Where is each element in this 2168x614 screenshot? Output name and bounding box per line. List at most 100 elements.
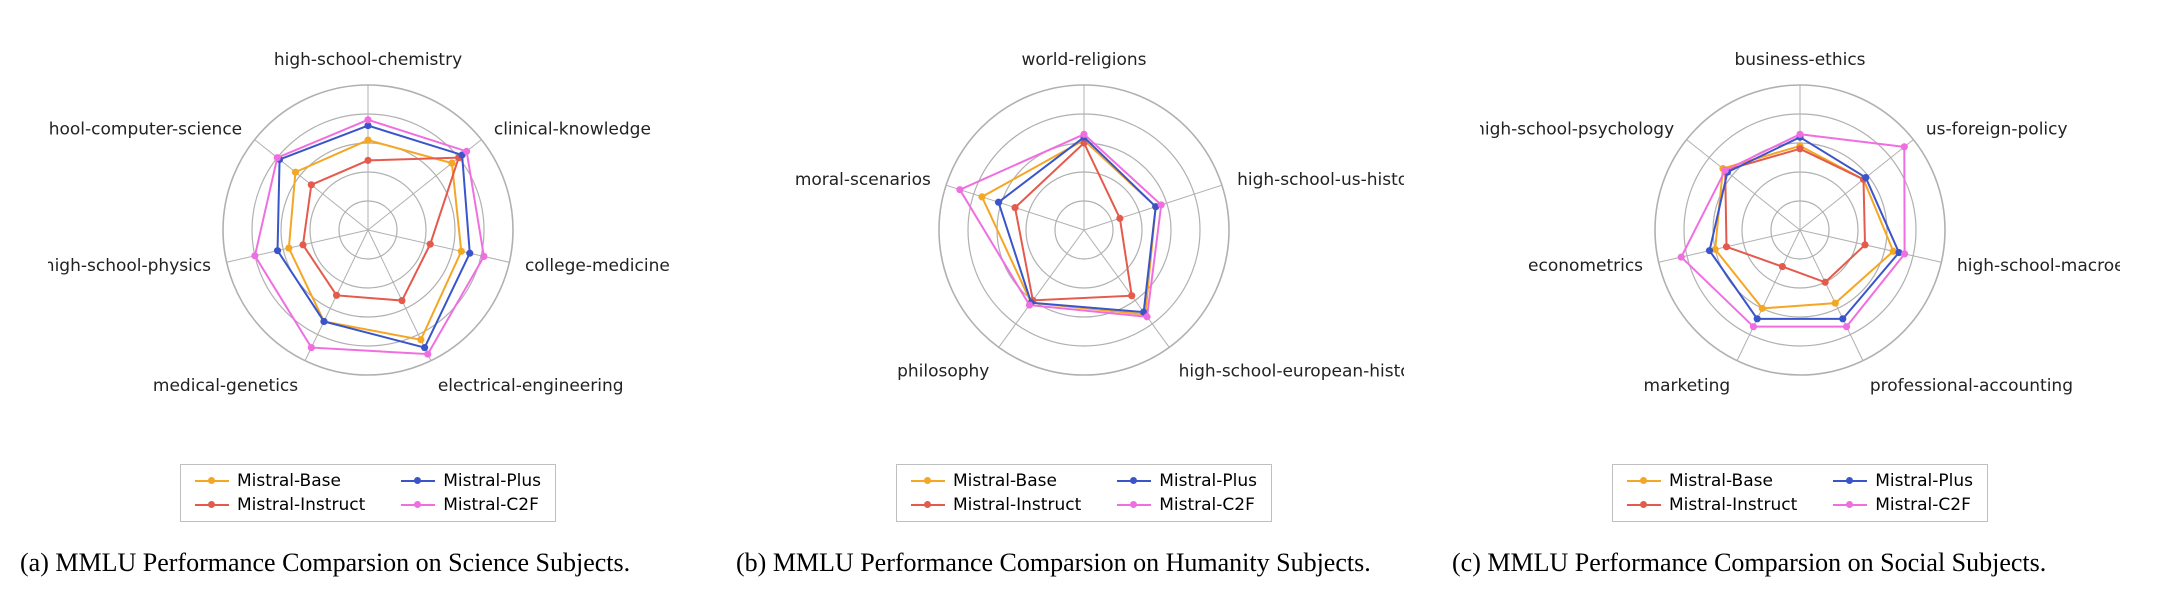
legend-label: Mistral-C2F [1875, 495, 1971, 515]
series-marker-instruct [299, 241, 306, 248]
legend-item-base: Mistral-Base [195, 471, 365, 491]
legend-swatch [401, 474, 435, 488]
caption: (c) MMLU Performance Comparsion on Socia… [1452, 546, 2148, 580]
axis-label: high-school-european-history [1179, 361, 1404, 381]
axis-label: world-religions [1021, 50, 1146, 70]
legend-swatch [195, 474, 229, 488]
series-marker-c2f [1750, 323, 1757, 330]
series-marker-plus [466, 250, 473, 257]
grid-spoke [227, 230, 368, 262]
legend-swatch [1627, 474, 1661, 488]
axis-label: high-school-chemistry [274, 50, 462, 70]
series-marker-plus [1754, 315, 1761, 322]
series-marker-instruct [1796, 145, 1803, 152]
legend-swatch [1117, 498, 1151, 512]
axis-label: business-ethics [1734, 50, 1865, 70]
axis-label: high-school-us-history [1237, 170, 1404, 190]
radar-science: high-school-chemistryclinical-knowledgec… [48, 20, 688, 460]
legend: Mistral-BaseMistral-PlusMistral-Instruct… [1612, 464, 1988, 522]
series-marker-c2f [463, 148, 470, 155]
radar-wrap: world-religions high-school-us-history hig… [736, 20, 1432, 460]
axis-label: high-school-computer-science [48, 120, 242, 140]
axis-label: marketing [1644, 376, 1731, 396]
series-marker-base [448, 160, 455, 167]
series-marker-instruct [398, 297, 405, 304]
figure-row: high-school-chemistryclinical-knowledgec… [20, 20, 2148, 580]
series-marker-base [417, 336, 424, 343]
series-marker-c2f [1901, 143, 1908, 150]
series-marker-c2f [1143, 313, 1150, 320]
series-marker-base [978, 193, 985, 200]
series-marker-c2f [274, 154, 281, 161]
axis-label: professional-accounting [1870, 376, 2073, 396]
axis-label: clinical-knowledge [494, 120, 651, 140]
legend-label: Mistral-Base [953, 471, 1057, 491]
legend-label: Mistral-Instruct [1669, 495, 1797, 515]
series-marker-instruct [1116, 215, 1123, 222]
panel-humanity: world-religions high-school-us-history hig… [736, 20, 1432, 580]
series-marker-c2f [1158, 201, 1165, 208]
axis-label: high-school-psychology [1480, 120, 1674, 140]
legend-label: Mistral-Base [237, 471, 341, 491]
series-marker-instruct [1011, 204, 1018, 211]
series-marker-c2f [1901, 250, 1908, 257]
series-marker-base [1759, 305, 1766, 312]
legend-label: Mistral-Instruct [237, 495, 365, 515]
grid-spoke [368, 230, 509, 262]
legend-item-instruct: Mistral-Instruct [911, 495, 1081, 515]
legend-item-plus: Mistral-Plus [401, 471, 541, 491]
radar-humanity: world-religions high-school-us-history hig… [764, 20, 1404, 460]
series-marker-plus [1839, 315, 1846, 322]
series-marker-instruct [1779, 263, 1786, 270]
axis-label: moral-scenarios [795, 170, 931, 190]
series-marker-instruct [1128, 292, 1135, 299]
series-marker-plus [1862, 174, 1869, 181]
panel-science: high-school-chemistryclinical-knowledgec… [20, 20, 716, 580]
axis-label: philosophy [897, 361, 989, 381]
series-marker-instruct [308, 181, 315, 188]
caption: (a) MMLU Performance Comparsion on Scien… [20, 546, 716, 580]
legend-label: Mistral-C2F [1159, 495, 1255, 515]
legend-item-base: Mistral-Base [911, 471, 1081, 491]
series-marker-base [364, 137, 371, 144]
series-marker-base [292, 169, 299, 176]
caption: (b) MMLU Performance Comparsion on Human… [736, 546, 1432, 580]
legend-item-plus: Mistral-Plus [1117, 471, 1257, 491]
legend-swatch [195, 498, 229, 512]
series-marker-plus [421, 344, 428, 351]
series-marker-instruct [1723, 243, 1730, 250]
legend-label: Mistral-Plus [1159, 471, 1257, 491]
series-marker-c2f [251, 252, 258, 259]
radar-wrap: high-school-chemistryclinical-knowledgec… [20, 20, 716, 460]
legend-item-base: Mistral-Base [1627, 471, 1797, 491]
legend-swatch [401, 498, 435, 512]
legend-swatch [911, 474, 945, 488]
series-marker-c2f [956, 186, 963, 193]
legend-label: Mistral-C2F [443, 495, 539, 515]
legend-label: Mistral-Base [1669, 471, 1773, 491]
series-marker-c2f [1080, 131, 1087, 138]
series-marker-plus [320, 318, 327, 325]
series-marker-base [458, 248, 465, 255]
series-marker-plus [1706, 247, 1713, 254]
series-marker-base [1832, 300, 1839, 307]
series-marker-plus [274, 247, 281, 254]
radar-social: business-ethicsus-foreign-policyhigh-sch… [1480, 20, 2120, 460]
legend-item-instruct: Mistral-Instruct [1627, 495, 1797, 515]
series-line-base [289, 140, 461, 340]
series-marker-c2f [424, 351, 431, 358]
series-marker-instruct [1822, 279, 1829, 286]
legend-item-instruct: Mistral-Instruct [195, 495, 365, 515]
series-marker-instruct [364, 157, 371, 164]
legend-swatch [1833, 474, 1867, 488]
axis-label: medical-genetics [153, 376, 298, 396]
radar-wrap: business-ethicsus-foreign-policyhigh-sch… [1452, 20, 2148, 460]
series-line-instruct [303, 158, 459, 301]
legend: Mistral-Base Mistral-Plus Mistral-Instruct… [180, 464, 556, 522]
axis-label: electrical-engineering [438, 376, 624, 396]
axis-label: high-school-macroeconomics [1957, 256, 2120, 276]
grid-spoke [1800, 230, 1941, 262]
series-marker-plus [995, 199, 1002, 206]
legend-label: Mistral-Plus [443, 471, 541, 491]
axis-label: econometrics [1528, 256, 1643, 276]
